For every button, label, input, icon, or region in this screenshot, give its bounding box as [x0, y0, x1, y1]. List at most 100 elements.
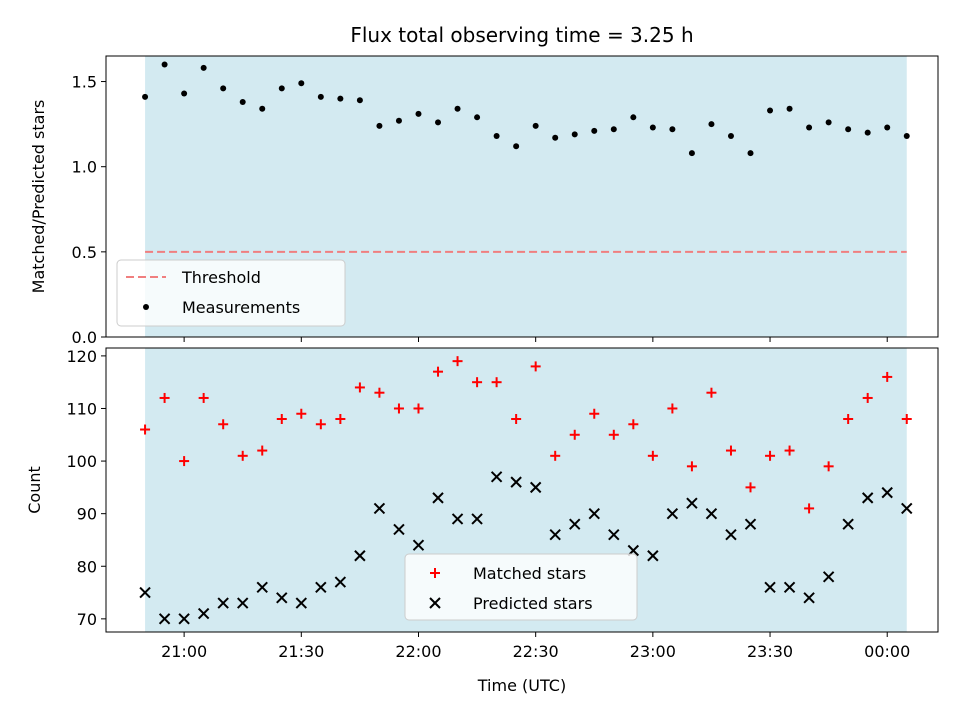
legend-threshold-label: Threshold	[181, 268, 261, 287]
predicted-star-point	[412, 539, 425, 551]
y-tick-label: 1.0	[72, 158, 97, 177]
predicted-star-point	[608, 528, 620, 541]
predicted-star-point	[256, 581, 268, 594]
predicted-star-point	[744, 518, 757, 530]
predicted-star-point	[510, 476, 522, 488]
measurement-point	[298, 80, 305, 87]
chart-title: Flux total observing time = 3.25 h	[350, 23, 693, 47]
predicted-star-point	[529, 481, 542, 494]
legend-bottom: Matched stars Predicted stars	[404, 553, 638, 621]
measurement-point	[571, 131, 578, 138]
predicted-star-point	[783, 581, 796, 594]
legend-box	[116, 259, 346, 327]
measurement-point	[259, 105, 266, 112]
y-tick-label: 90	[77, 505, 97, 524]
predicted-star-point	[666, 507, 679, 520]
legend-predicted-swatch	[429, 597, 441, 609]
matched-star-point	[198, 392, 209, 403]
measurement-point	[356, 97, 363, 104]
predicted-star-point	[822, 571, 835, 583]
matched-star-point	[315, 419, 326, 430]
legend-top: Threshold Measurements	[116, 259, 346, 327]
measurement-point	[669, 126, 676, 133]
predicted-star-point	[334, 576, 347, 588]
bottom-panel: 70 80 90 100 110 120 21:00 21:30 22:00 22:30 23:00…	[25, 347, 939, 695]
matched-star-point	[784, 445, 795, 456]
matched-star-point	[745, 482, 756, 493]
predicted-star-point	[451, 513, 464, 525]
predicted-star-point	[217, 597, 229, 609]
matched-star-point	[804, 503, 815, 514]
measurement-point	[649, 124, 656, 131]
predicted-star-point	[803, 592, 815, 604]
measurement-point	[786, 105, 793, 112]
matched-star-point	[530, 361, 541, 372]
measurement-point	[767, 107, 774, 114]
matched-star-point	[843, 414, 854, 424]
matched-star-point	[511, 414, 522, 424]
predicted-star-point	[315, 581, 327, 594]
measurement-point	[591, 127, 598, 134]
measurement-point	[220, 85, 227, 92]
y-axis-label: Count	[25, 466, 44, 514]
legend-matched-label: Matched stars	[473, 564, 586, 583]
measurement-point	[630, 114, 637, 121]
measurement-point	[825, 119, 832, 126]
measurement-point	[493, 133, 500, 140]
predicted-star-point	[432, 492, 444, 504]
x-tick-label: 22:00	[395, 642, 441, 661]
predicted-star-point	[861, 492, 874, 504]
measurement-point	[395, 117, 402, 124]
predicted-star-point	[295, 597, 308, 609]
x-tick-label: 21:30	[278, 642, 324, 661]
matched-star-point	[374, 387, 385, 398]
matched-star-point	[628, 419, 639, 430]
measurement-point	[688, 150, 695, 157]
matched-star-point	[686, 461, 697, 472]
measurement-point	[864, 129, 871, 136]
matched-star-point	[296, 408, 307, 419]
matched-star-point	[354, 382, 365, 393]
matched-star-point	[433, 366, 444, 377]
matched-star-point	[413, 403, 424, 414]
predicted-star-point	[842, 518, 854, 530]
x-tick-label: 00:00	[864, 642, 910, 661]
predicted-star-point	[588, 507, 600, 520]
measurement-point	[415, 110, 422, 117]
measurement-point	[845, 126, 852, 133]
measurement-point	[747, 150, 754, 157]
measurement-point	[278, 85, 285, 92]
matched-star-point	[608, 429, 619, 440]
matched-star-point	[276, 414, 287, 424]
measurement-point	[337, 95, 344, 102]
measurement-point	[161, 61, 168, 68]
predicted-star-point	[178, 613, 190, 625]
measurement-point	[317, 93, 324, 100]
measurement-point	[708, 121, 715, 128]
predicted-star-point	[549, 528, 561, 541]
measurement-point	[181, 90, 188, 97]
y-tick-label: 0.5	[72, 243, 97, 262]
matched-star-point	[257, 445, 268, 456]
predicted-star-point	[158, 613, 171, 625]
matched-star-point	[140, 424, 151, 435]
matched-star-point	[901, 414, 912, 424]
matched-star-point	[179, 456, 190, 467]
legend-matched-swatch	[430, 568, 440, 578]
measurement-point	[513, 143, 520, 150]
predicted-star-point	[139, 586, 151, 599]
x-axis-label: Time (UTC)	[477, 676, 566, 695]
matched-star-point	[452, 356, 463, 367]
predicted-star-point	[354, 550, 366, 562]
y-tick-label: 70	[77, 610, 97, 629]
predicted-star-point	[647, 550, 659, 562]
matched-star-point	[393, 403, 404, 414]
predicted-star-point	[901, 502, 913, 515]
measurement-point	[532, 122, 539, 129]
matched-star-point	[667, 403, 678, 414]
measurement-point	[239, 98, 246, 105]
matched-star-point	[647, 450, 658, 461]
matched-star-point	[237, 450, 248, 461]
measurement-point	[435, 119, 442, 126]
